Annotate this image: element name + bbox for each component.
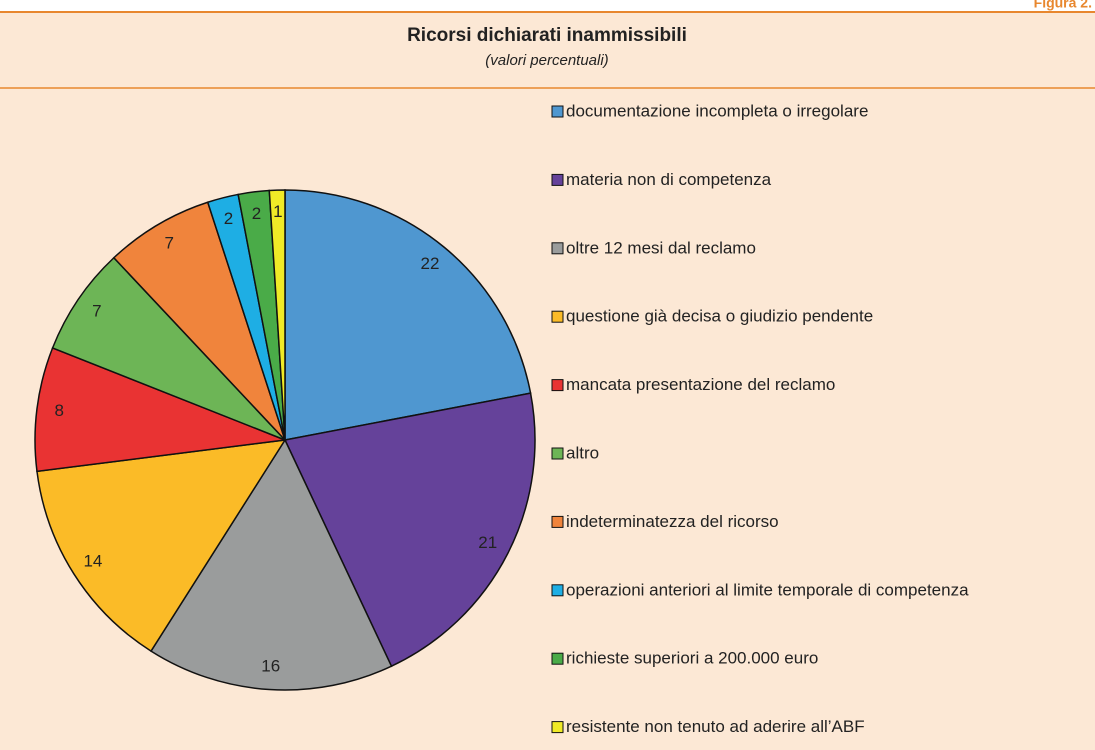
pie-slice <box>112 201 286 441</box>
slice-label: 16 <box>261 657 280 676</box>
chart-title: Ricorsi dichiarati inammissibili <box>407 25 687 46</box>
legend-label: altro <box>566 443 599 462</box>
pie-slice <box>268 189 286 441</box>
figure-label: Figura 2. <box>1034 0 1092 11</box>
legend-label: resistente non tenuto ad aderire all’ABF <box>566 717 865 736</box>
legend-swatch <box>551 447 564 460</box>
legend-label: indeterminatezza del ricorso <box>566 512 779 531</box>
legend-label: documentazione incompleta o irregolare <box>566 101 868 120</box>
legend-label: oltre 12 mesi dal reclamo <box>566 238 756 257</box>
pie-slice <box>284 189 532 441</box>
legend-swatch <box>551 515 564 528</box>
slice-label: 2 <box>224 209 233 228</box>
legend-label: questione già decisa o giudizio pendente <box>566 307 873 326</box>
slice-label: 7 <box>92 302 101 321</box>
legend-swatch <box>551 242 564 255</box>
legend-swatch <box>551 652 564 665</box>
slice-label: 2 <box>252 204 261 223</box>
legend-swatch <box>551 379 564 392</box>
legend-swatch <box>551 584 564 597</box>
legend-swatch <box>551 310 564 323</box>
legend-swatch <box>551 105 564 118</box>
pie-slice <box>51 256 286 441</box>
legend-label: materia non di competenza <box>566 170 772 189</box>
slice-label: 1 <box>273 202 282 221</box>
pie-slice <box>150 438 393 691</box>
slice-label: 14 <box>83 551 102 570</box>
pie-slice <box>36 439 287 653</box>
slice-label: 22 <box>421 254 440 273</box>
pie-slice <box>34 346 286 473</box>
legend-label: richieste superiori a 200.000 euro <box>566 649 818 668</box>
slice-label: 7 <box>164 234 173 253</box>
chart-subtitle: (valori percentuali) <box>485 52 608 69</box>
top-strip <box>0 0 1095 12</box>
slice-label: 8 <box>55 401 64 420</box>
legend-swatch <box>551 173 564 186</box>
legend-label: operazioni anteriori al limite temporale… <box>566 580 969 599</box>
pie-slice <box>283 392 536 668</box>
slice-label: 21 <box>478 533 497 552</box>
legend-label: mancata presentazione del reclamo <box>566 375 835 394</box>
legend-swatch <box>551 721 564 734</box>
